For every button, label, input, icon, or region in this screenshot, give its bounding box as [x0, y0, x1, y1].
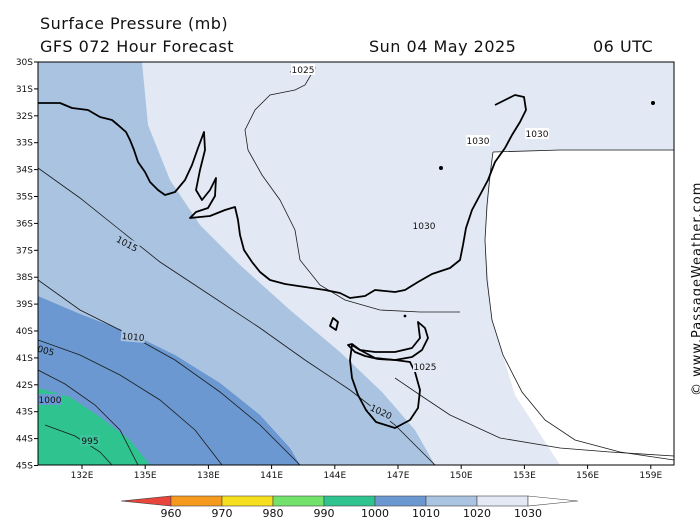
- isobar-label-bg: [38, 394, 62, 405]
- isobar-label-bg: [114, 233, 141, 255]
- lon-label: 138E: [197, 471, 220, 481]
- legend-label: 970: [212, 507, 233, 520]
- lat-label: 43S: [16, 408, 33, 418]
- map-frame: [37, 61, 675, 466]
- isobar-label-bg: [368, 401, 395, 422]
- legend-swatch: [476, 495, 529, 507]
- isobar-label: 1025: [292, 66, 315, 76]
- lat-label: 32S: [16, 112, 33, 122]
- coastline: [38, 94, 527, 429]
- map-title: Surface Pressure (mb): [40, 14, 229, 33]
- legend-swatch: [425, 495, 478, 507]
- isobar-label: 1030: [526, 130, 549, 140]
- lat-label: 40S: [16, 327, 33, 337]
- isobar-label-group: 1025 1030 1030 1030 1015 1010 1005 1000 …: [30, 64, 549, 447]
- isobar-label-bg: [412, 220, 436, 231]
- isobar-label-bg: [80, 435, 100, 446]
- forecast-time: 06 UTC: [593, 37, 654, 56]
- legend-label: 960: [161, 507, 182, 520]
- legend-high-arrow: [527, 495, 579, 507]
- legend-label: 1010: [412, 507, 440, 520]
- lat-label: 41S: [16, 354, 33, 364]
- island-lord-howe: [439, 166, 443, 170]
- legend-low-arrow: [120, 495, 172, 507]
- longitude-axis: 132E 135E 138E 141E 144E 147E 150E 153E 156E 159E: [71, 465, 663, 481]
- isobar-label-bg: [413, 361, 437, 372]
- isobar-label-bg: [120, 329, 146, 344]
- isobar-label: 1010: [121, 332, 145, 344]
- legend-label: 990: [314, 507, 335, 520]
- lon-label: 159E: [639, 471, 662, 481]
- lat-label: 34S: [16, 166, 33, 176]
- isobar-label-bg: [38, 341, 57, 358]
- lon-label: 141E: [260, 471, 283, 481]
- legend-label: 1030: [514, 507, 542, 520]
- legend-swatch: [170, 495, 223, 507]
- isobar-label: 1025: [414, 363, 437, 373]
- isobar-label-bg: [291, 64, 315, 75]
- lat-label: 45S: [16, 462, 33, 472]
- copyright-credit: © www.PassageWeather.com: [690, 181, 700, 396]
- band-990-1000: [38, 388, 150, 465]
- high-pressure-centre: [485, 150, 674, 465]
- lat-label: 39S: [16, 300, 33, 310]
- legend-swatch: [323, 495, 376, 507]
- legend-swatch: [221, 495, 274, 507]
- legend-label: 980: [263, 507, 284, 520]
- legend-label: 1020: [463, 507, 491, 520]
- isobar-contours: [38, 67, 674, 465]
- lat-label: 38S: [16, 273, 33, 283]
- pressure-legend: 960 970 980 990 1000 1010 1020 1030: [120, 495, 579, 520]
- lat-label: 36S: [16, 219, 33, 229]
- lat-label: 30S: [16, 58, 33, 68]
- lon-label: 150E: [450, 471, 473, 481]
- forecast-subtitle: GFS 072 Hour Forecast: [40, 37, 235, 56]
- isobar-label: 1030: [467, 137, 490, 147]
- island-small: [403, 314, 407, 318]
- lat-label: 42S: [16, 381, 33, 391]
- lon-label: 147E: [387, 471, 410, 481]
- legend-swatch: [272, 495, 325, 507]
- lat-label: 35S: [16, 193, 33, 203]
- isobar-label: 1000: [39, 396, 62, 406]
- lon-label: 156E: [576, 471, 599, 481]
- lat-label: 33S: [16, 139, 33, 149]
- lon-label: 135E: [134, 471, 157, 481]
- forecast-date: Sun 04 May 2025: [369, 37, 517, 56]
- isobar-label-bg: [466, 135, 490, 146]
- lat-label: 37S: [16, 246, 33, 256]
- isobar-label: 1030: [413, 222, 436, 232]
- lat-label: 44S: [16, 435, 33, 445]
- isobar-label: 995: [81, 437, 98, 447]
- latitude-axis: 30S 31S 32S 33S 34S 35S 36S 37S 38S 39S 40S 41S 42S 4…: [16, 58, 38, 472]
- legend-swatch: [374, 495, 427, 507]
- isobar-label: 1005: [30, 343, 55, 359]
- lon-label: 153E: [513, 471, 536, 481]
- legend-label: 1000: [361, 507, 389, 520]
- lon-label: 132E: [71, 471, 94, 481]
- isobar-label-bg: [525, 128, 549, 139]
- island-east: [651, 101, 655, 105]
- lat-label: 31S: [16, 85, 33, 95]
- lon-label: 144E: [323, 471, 346, 481]
